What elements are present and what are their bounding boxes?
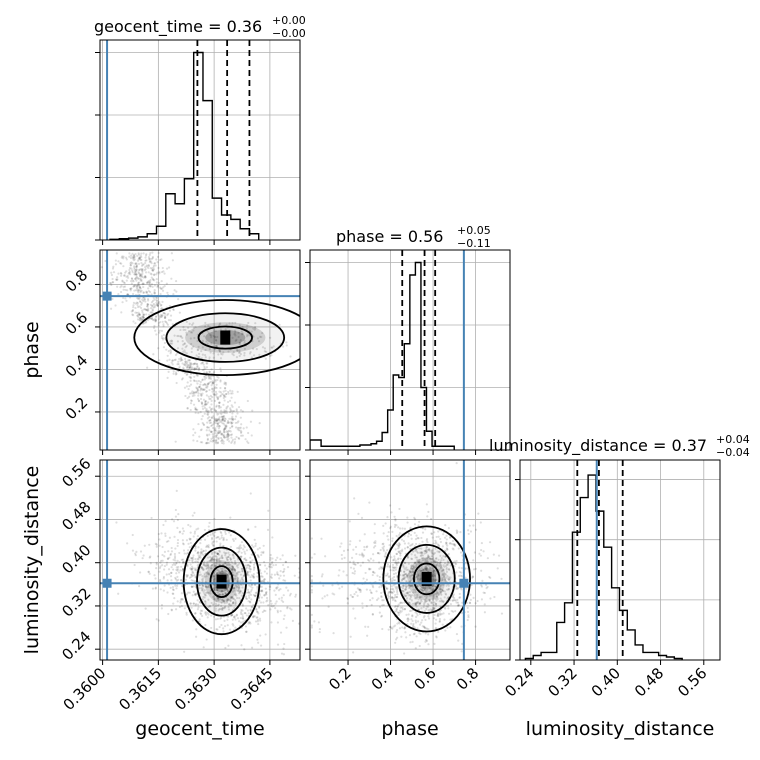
density-peak-phase-vs-geocent_time — [220, 330, 231, 345]
scatter-phase-vs-geocent_time — [100, 251, 292, 445]
panel-geocent_time-vs-geocent_time — [95, 39, 301, 245]
histogram-geocent_time — [109, 51, 260, 240]
xtick-label-phase-2: 0.6 — [410, 664, 440, 694]
xtick-label-phase-1: 0.4 — [368, 664, 398, 694]
title-geocent-time: geocent_time = 0.36 — [94, 17, 262, 37]
histogram-luminosity_distance — [524, 474, 683, 660]
panel-phase-vs-phase — [305, 249, 511, 455]
ytick-label-phase-1: 0.4 — [62, 351, 92, 381]
frame-luminosity_distance-vs-luminosity_distance — [519, 459, 721, 661]
frame-luminosity_distance-vs-phase — [309, 459, 511, 661]
xtick-label-luminosity_distance-0: 0.24 — [501, 664, 537, 700]
contour-luminosity_distance-vs-geocent_time-2 — [182, 528, 261, 636]
title-phase: phase = 0.56 — [336, 227, 443, 246]
panel-phase-vs-geocent_time: 0.2 0.4 0.6 0.8 — [62, 249, 301, 455]
truth-marker-phase-vs-geocent_time — [102, 291, 112, 301]
truth-marker-luminosity_distance-vs-phase — [459, 578, 469, 588]
contour-luminosity_distance-vs-phase-0 — [413, 562, 441, 596]
xtick-label-luminosity_distance-2: 0.40 — [588, 664, 624, 700]
xtick-label-luminosity_distance-3: 0.48 — [631, 664, 667, 700]
title-luminosity-distance-sub: −0.04 — [716, 446, 750, 459]
title-phase-sub: −0.11 — [457, 237, 491, 250]
panel-luminosity_distance-vs-phase: 0.2 0.4 0.6 0.8 — [305, 459, 511, 694]
ytick-label-luminosity_distance-2: 0.40 — [58, 541, 94, 577]
xtick-label-geocent_time-0: 0.3600 — [60, 664, 110, 714]
truth-marker-luminosity_distance-vs-geocent_time — [102, 578, 112, 588]
xtick-label-geocent_time-1: 0.3615 — [115, 664, 165, 714]
panel-luminosity_distance-vs-luminosity_distance: 0.24 0.32 0.40 0.48 0.56 — [501, 459, 721, 700]
xtick-label-luminosity_distance-1: 0.32 — [545, 664, 581, 700]
contour-luminosity_distance-vs-phase-1 — [397, 544, 456, 614]
density-peak-luminosity_distance-vs-geocent_time — [216, 574, 227, 589]
xtick-label-phase-3: 0.8 — [453, 664, 483, 694]
title-phase-sup: +0.05 — [457, 224, 491, 237]
frame-phase-vs-phase — [309, 249, 511, 451]
ytick-label-luminosity_distance-1: 0.32 — [58, 584, 94, 620]
xtick-label-geocent_time-3: 0.3645 — [227, 664, 277, 714]
ytick-label-phase-3: 0.8 — [62, 266, 92, 296]
frame-luminosity_distance-vs-geocent_time — [99, 459, 301, 661]
title-geocent-time-sup: +0.00 — [272, 14, 306, 27]
ytick-label-phase-2: 0.6 — [62, 309, 92, 339]
frame-geocent_time-vs-geocent_time — [99, 39, 301, 241]
xlabel-phase: phase — [381, 718, 438, 740]
contour-luminosity_distance-vs-geocent_time-0 — [209, 565, 234, 598]
title-luminosity-distance-sup: +0.04 — [716, 433, 750, 446]
ylabel-phase: phase — [21, 321, 43, 378]
contour-luminosity_distance-vs-phase-2 — [382, 525, 471, 633]
ylabel-luminosity-distance: luminosity_distance — [21, 466, 43, 655]
histogram-phase — [310, 261, 455, 450]
xlabel-geocent-time: geocent_time — [135, 718, 264, 740]
ytick-label-luminosity_distance-4: 0.56 — [58, 455, 94, 491]
panel-luminosity_distance-vs-geocent_time: 0.3600 0.3615 0.3630 0.3645 0.24 0.32 0.40 0.48… — [58, 455, 301, 714]
contour-luminosity_distance-vs-geocent_time-1 — [196, 546, 247, 617]
density-peak-luminosity_distance-vs-phase — [421, 571, 432, 586]
frame-phase-vs-geocent_time — [99, 249, 301, 451]
contour-phase-vs-geocent_time-2 — [133, 299, 300, 377]
ytick-label-luminosity_distance-0: 0.24 — [58, 627, 94, 663]
title-geocent-time-sub: −0.00 — [272, 27, 306, 40]
xtick-label-luminosity_distance-4: 0.56 — [674, 664, 710, 700]
contour-phase-vs-geocent_time-1 — [165, 312, 286, 363]
xtick-label-phase-0: 0.2 — [325, 664, 355, 694]
title-luminosity-distance: luminosity_distance = 0.37 — [489, 436, 707, 456]
contour-phase-vs-geocent_time-0 — [197, 325, 253, 350]
xlabel-luminosity-distance: luminosity_distance — [526, 718, 715, 740]
ytick-label-phase-0: 0.2 — [62, 394, 92, 424]
ytick-label-luminosity_distance-3: 0.48 — [58, 498, 94, 534]
xtick-label-geocent_time-2: 0.3630 — [171, 664, 221, 714]
